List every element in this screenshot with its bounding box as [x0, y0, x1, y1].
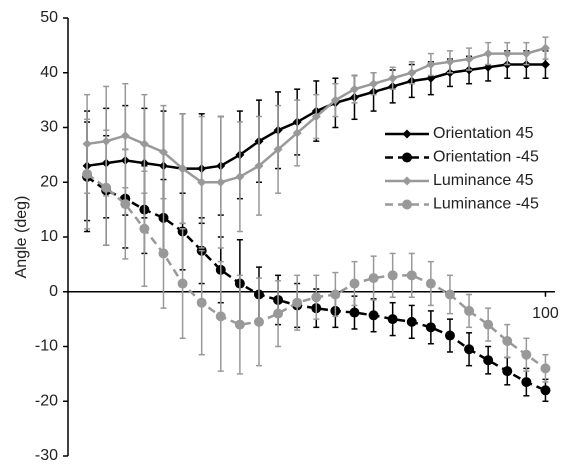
marker [368, 273, 379, 284]
marker [387, 314, 398, 325]
marker [407, 68, 417, 78]
legend-label: Orientation 45 [433, 125, 534, 142]
y-tick-label: 20 [40, 173, 58, 190]
marker [178, 164, 188, 174]
marker [445, 57, 455, 67]
marker [368, 310, 379, 321]
marker [216, 177, 226, 187]
marker [387, 270, 398, 281]
marker [540, 60, 550, 70]
marker [82, 169, 93, 180]
marker [349, 307, 360, 318]
legend-marker [402, 152, 412, 163]
marker [483, 355, 494, 366]
marker [502, 366, 513, 377]
marker [215, 311, 226, 322]
marker [158, 147, 168, 157]
marker [253, 316, 264, 327]
y-tick-label: 0 [49, 283, 58, 300]
marker [177, 278, 188, 289]
marker [540, 385, 551, 396]
y-tick-label: 10 [40, 228, 58, 245]
marker [273, 144, 283, 154]
marker [292, 297, 303, 308]
marker [330, 289, 341, 300]
y-tick-label: -10 [35, 338, 58, 355]
marker [196, 297, 207, 308]
marker [311, 292, 322, 303]
marker [483, 319, 494, 330]
marker [349, 278, 360, 289]
y-tick-label: -30 [35, 447, 58, 464]
marker [120, 199, 131, 210]
y-axis-label: Angle (deg) [13, 196, 30, 279]
marker [197, 177, 207, 187]
marker [139, 223, 150, 234]
marker [540, 43, 550, 53]
marker [273, 308, 284, 319]
legend-marker [402, 176, 412, 186]
y-tick-label: 40 [40, 64, 58, 81]
marker [234, 319, 245, 330]
marker [444, 330, 455, 341]
marker [158, 248, 169, 259]
legend-label: Orientation -45 [433, 149, 539, 166]
marker [464, 54, 474, 64]
marker [139, 139, 149, 149]
y-tick-label: -20 [35, 392, 58, 409]
marker [254, 161, 264, 171]
marker [444, 289, 455, 300]
legend-label: Luminance -45 [433, 196, 539, 213]
y-tick-label: 30 [40, 119, 58, 136]
marker [426, 60, 436, 70]
y-tick-label: 50 [40, 9, 58, 26]
marker [406, 270, 417, 281]
marker [235, 172, 245, 182]
marker [425, 322, 436, 333]
marker [502, 49, 512, 59]
marker [502, 336, 513, 347]
marker [464, 344, 475, 355]
marker [483, 49, 493, 59]
marker [388, 73, 398, 83]
marker [292, 128, 302, 138]
marker [521, 377, 532, 388]
legend-marker [402, 129, 412, 139]
x-tick-label: 100 [532, 305, 559, 322]
marker [369, 79, 379, 89]
legend-marker [402, 199, 412, 210]
marker [120, 131, 130, 141]
marker [540, 363, 551, 374]
legend-label: Luminance 45 [433, 172, 534, 189]
marker [101, 182, 112, 193]
marker [349, 84, 359, 94]
marker [330, 95, 340, 105]
marker [425, 278, 436, 289]
marker [464, 305, 475, 316]
marker [311, 112, 321, 122]
marker [521, 49, 531, 59]
marker [406, 316, 417, 327]
marker [521, 349, 532, 360]
